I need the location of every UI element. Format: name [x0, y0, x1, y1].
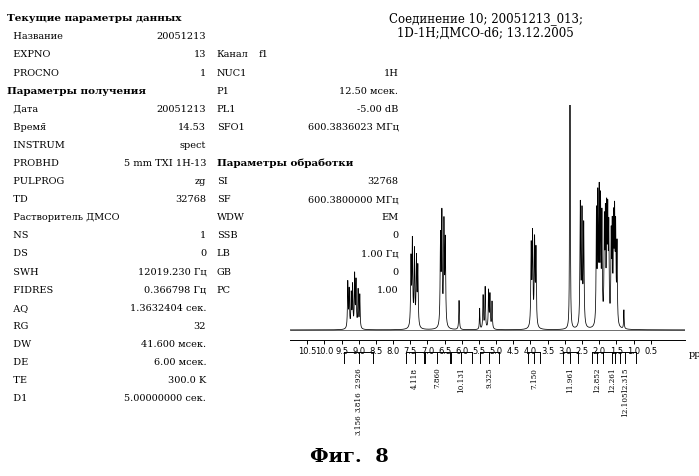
Text: 12.50 мсек.: 12.50 мсек.	[340, 87, 398, 96]
Text: SSB: SSB	[217, 231, 238, 240]
Text: 2.926: 2.926	[355, 367, 363, 388]
Text: 1: 1	[200, 231, 206, 240]
Text: 14.53: 14.53	[178, 123, 206, 132]
Text: Канал: Канал	[217, 50, 248, 60]
Text: EXPNO: EXPNO	[7, 50, 50, 60]
Text: 13: 13	[194, 50, 206, 60]
Text: SF: SF	[217, 195, 230, 204]
Text: 4.118: 4.118	[411, 367, 419, 389]
Text: 300.0 K: 300.0 K	[168, 376, 206, 385]
Text: 32768: 32768	[175, 195, 206, 204]
Text: 12.852: 12.852	[593, 367, 601, 393]
Text: SI: SI	[217, 177, 227, 186]
Text: PROCNO: PROCNO	[7, 69, 59, 78]
Text: Время̄: Время̄	[7, 123, 46, 132]
Text: zg: zg	[195, 177, 206, 186]
Text: 7.150: 7.150	[530, 367, 538, 388]
Text: Текущие параметры данных: Текущие параметры данных	[7, 14, 181, 23]
Text: -5.00 dB: -5.00 dB	[357, 105, 398, 114]
Text: Дата: Дата	[7, 105, 38, 114]
Text: EM: EM	[381, 213, 398, 222]
Text: WDW: WDW	[217, 213, 245, 222]
Text: INSTRUM: INSTRUM	[7, 141, 65, 150]
Text: 7.860: 7.860	[433, 367, 441, 388]
Text: Растворитель ДМСО: Растворитель ДМСО	[7, 213, 120, 222]
Text: 3.156: 3.156	[355, 415, 363, 436]
Text: AQ: AQ	[7, 304, 28, 313]
Text: Параметры обработки: Параметры обработки	[217, 159, 353, 169]
Text: DS: DS	[7, 249, 28, 258]
Text: 0: 0	[392, 231, 398, 240]
Text: SWH: SWH	[7, 268, 38, 277]
Text: LB: LB	[217, 249, 231, 258]
Text: 12.315: 12.315	[621, 367, 629, 393]
Text: 12.261: 12.261	[608, 367, 616, 393]
Text: 9.325: 9.325	[485, 367, 493, 388]
Text: 1H: 1H	[384, 69, 398, 78]
Text: 600.3800000 МГц: 600.3800000 МГц	[308, 195, 398, 204]
Text: NUC1: NUC1	[217, 69, 247, 78]
Text: 12019.230 Гц: 12019.230 Гц	[138, 268, 206, 277]
Text: 0: 0	[392, 268, 398, 277]
Text: 0.366798 Гц: 0.366798 Гц	[144, 286, 206, 295]
Text: spect: spect	[180, 141, 206, 150]
Text: Соединение 10; 20051213_013;
1D-1H;ДМСО-d6; 13.12.2005: Соединение 10; 20051213_013; 1D-1H;ДМСО-…	[389, 12, 583, 40]
Text: 41.600 мсек.: 41.600 мсек.	[141, 340, 206, 349]
Text: 1.00 Гц: 1.00 Гц	[361, 249, 398, 258]
Text: DW: DW	[7, 340, 31, 349]
Text: 5.00000000 сек.: 5.00000000 сек.	[124, 394, 206, 403]
Text: 0: 0	[200, 249, 206, 258]
Text: FIDRES: FIDRES	[7, 286, 53, 295]
Text: 10.131: 10.131	[457, 367, 466, 393]
Text: 3.816: 3.816	[355, 391, 363, 412]
Text: 32: 32	[194, 322, 206, 331]
Text: SFO1: SFO1	[217, 123, 245, 132]
Text: 20051213: 20051213	[157, 32, 206, 41]
Text: PROBHD: PROBHD	[7, 159, 59, 168]
Text: Фиг.  8: Фиг. 8	[310, 447, 389, 466]
Text: D1: D1	[7, 394, 27, 403]
Text: Название: Название	[7, 32, 63, 41]
Text: TD: TD	[7, 195, 28, 204]
Text: 600.3836023 МГц: 600.3836023 МГц	[308, 123, 398, 132]
Text: 20051213: 20051213	[157, 105, 206, 114]
Text: PC: PC	[217, 286, 231, 295]
Text: 1: 1	[200, 69, 206, 78]
Text: 5 mm TXI 1H-13: 5 mm TXI 1H-13	[124, 159, 206, 168]
Text: 1.00: 1.00	[377, 286, 398, 295]
Text: PULPROG: PULPROG	[7, 177, 64, 186]
Text: 12.105: 12.105	[621, 391, 629, 417]
Text: Параметры получения: Параметры получения	[7, 87, 146, 96]
Text: ppm: ppm	[689, 350, 699, 359]
Text: 6.00 мсек.: 6.00 мсек.	[154, 358, 206, 367]
Text: f1: f1	[259, 50, 268, 60]
Text: TE: TE	[7, 376, 27, 385]
Text: PL1: PL1	[217, 105, 236, 114]
Text: 32768: 32768	[368, 177, 398, 186]
Text: NS: NS	[7, 231, 29, 240]
Text: RG: RG	[7, 322, 29, 331]
Text: GB: GB	[217, 268, 231, 277]
Text: 1.3632404 сек.: 1.3632404 сек.	[130, 304, 206, 313]
Text: DE: DE	[7, 358, 28, 367]
Text: 11.961: 11.961	[566, 367, 575, 394]
Text: P1: P1	[217, 87, 229, 96]
